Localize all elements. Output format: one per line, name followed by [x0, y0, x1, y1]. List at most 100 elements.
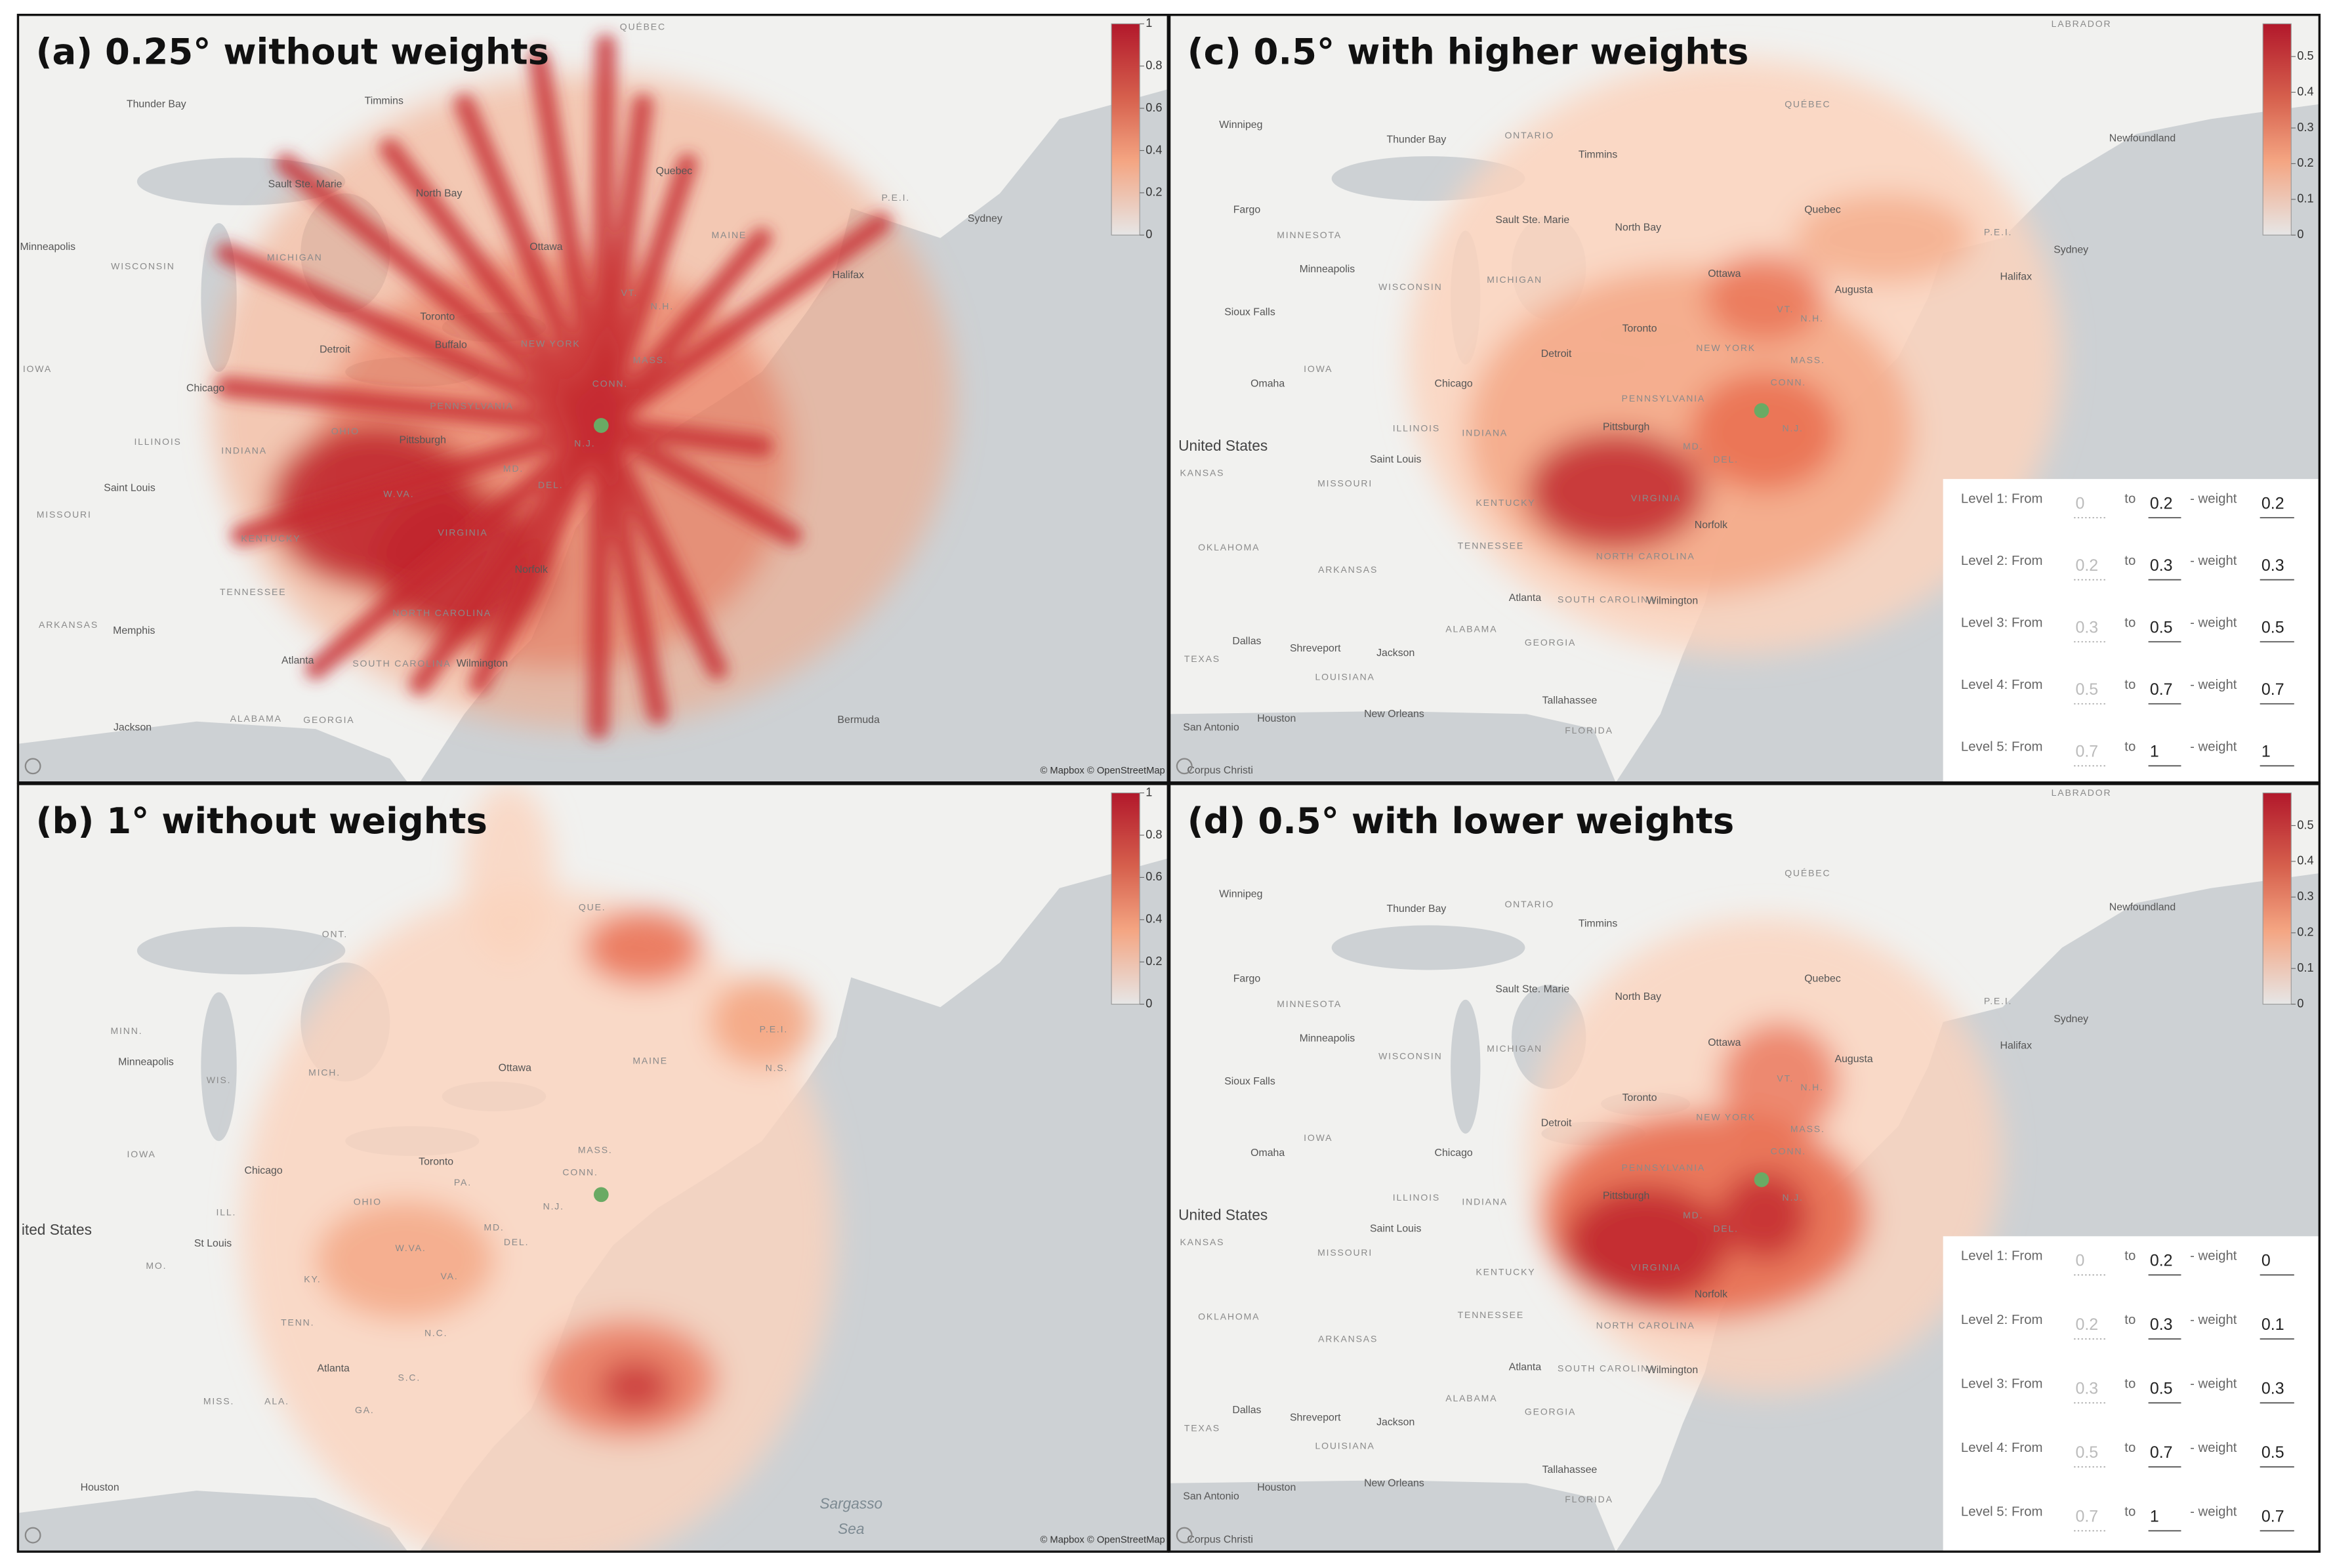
map-label: Houston [1257, 713, 1296, 724]
map-label: Thunder Bay [127, 98, 186, 110]
map-label: MICH. [308, 1067, 341, 1077]
level-label: Level 3: From [1961, 1377, 2043, 1392]
to-label: to [2124, 554, 2136, 568]
map-label: LOUISIANA [1315, 671, 1374, 682]
map-label: Houston [1257, 1482, 1296, 1493]
from-value: 0.5 [2075, 680, 2098, 699]
map-label: Timmins [365, 96, 403, 107]
colorbar [1111, 23, 1140, 236]
map-label: TENNESSEE [1458, 1310, 1524, 1320]
map-label: Saint Louis [104, 482, 155, 493]
weight-value[interactable]: 0.3 [2261, 556, 2284, 575]
panel-border [1168, 783, 2321, 1553]
colorbar-tick-label: 0.6 [1146, 870, 1162, 883]
to-value[interactable]: 0.7 [2150, 1443, 2173, 1462]
panel-title: (d) 0.5° with lower weights [1187, 800, 1735, 842]
map-label: MASS. [1790, 1124, 1825, 1134]
colorbar-tick-label: 0 [1146, 997, 1152, 1010]
map-label: N.J. [543, 1201, 564, 1212]
map-label: MO. [146, 1260, 167, 1271]
weight-value[interactable]: 0.7 [2261, 1508, 2284, 1526]
heat-blob [1526, 431, 1705, 550]
map-label: GEORGIA [1525, 637, 1576, 648]
map-label: Tallahassee [1542, 1464, 1598, 1475]
mapbox-logo [1176, 758, 1193, 775]
level-label: Level 2: From [1961, 554, 2043, 568]
map-label: Detroit [1541, 348, 1572, 360]
map-label: Norfolk [515, 564, 548, 575]
to-value[interactable]: 0.3 [2150, 1315, 2173, 1334]
map-label: Norfolk [1695, 520, 1727, 531]
map-label: Memphis [113, 625, 155, 636]
map-label: Augusta [1835, 285, 1873, 296]
map-label: Halifax [2000, 1041, 2033, 1052]
to-value[interactable]: 0.3 [2150, 556, 2173, 575]
heat-streak [590, 213, 892, 436]
map-label: N.J. [574, 438, 595, 448]
heat-streak [590, 93, 653, 436]
to-value[interactable]: 0.5 [2150, 1380, 2173, 1398]
map-label: Minneapolis [1300, 264, 1355, 275]
map-label: Quebec [1804, 974, 1841, 985]
map-label: Pittsburgh [1603, 421, 1649, 432]
to-value[interactable]: 0.2 [2150, 1252, 2173, 1270]
map-label: NORTH CAROLINA [1596, 1320, 1695, 1331]
map-label: New Orleans [1364, 709, 1424, 720]
weight-label: - weight [2190, 554, 2237, 568]
map-label: Jackson [1376, 648, 1414, 659]
to-value[interactable]: 0.7 [2150, 680, 2173, 699]
weight-label: - weight [2190, 1249, 2237, 1264]
map-label: S.C. [398, 1372, 421, 1382]
map-label: TENNESSEE [220, 587, 286, 597]
map-label: W.VA. [396, 1243, 426, 1253]
map-label: N.H. [1800, 1082, 1823, 1092]
map-label: North Bay [1615, 222, 1662, 233]
heat-streak [379, 138, 612, 436]
weight-value[interactable]: 0.1 [2261, 1315, 2284, 1334]
from-value: 0.2 [2075, 556, 2098, 575]
map-label: KANSAS [1180, 468, 1224, 478]
map-label: San Antonio [1183, 722, 1239, 733]
map-label: MISSOURI [1317, 478, 1373, 488]
mapbox-logo [24, 758, 41, 775]
map-label: United States [1178, 437, 1268, 454]
map-label: WIS. [207, 1075, 232, 1085]
weight-value[interactable]: 0.5 [2261, 619, 2284, 637]
map-label: North Bay [1615, 991, 1662, 1002]
attribution: © Mapbox © OpenStreetMap [1040, 766, 1165, 776]
map-label: Quebec [656, 165, 693, 176]
map-label: MISSOURI [1317, 1247, 1373, 1258]
level-label: Level 5: From [1961, 1505, 2043, 1519]
weight-value[interactable]: 1 [2261, 743, 2271, 761]
heat-streaks [216, 34, 892, 739]
colorbar-tick-label: 0 [2297, 228, 2303, 241]
map-label: IOWA [1304, 363, 1332, 374]
to-value[interactable]: 1 [2150, 1508, 2159, 1526]
heat-blob [315, 1200, 495, 1320]
weight-value[interactable]: 0.2 [2261, 495, 2284, 513]
map-label: Sea [838, 1520, 864, 1537]
heat-streak [590, 415, 773, 457]
weight-value[interactable]: 0.7 [2261, 680, 2284, 699]
level-label: Level 1: From [1961, 1249, 2043, 1264]
map-label: CONN. [562, 1166, 598, 1177]
map-label: Timmins [1579, 149, 1617, 160]
map-label: Dallas [1232, 636, 1261, 647]
lake [1331, 925, 1525, 970]
heatmap [1407, 59, 2063, 655]
map-label: MICHIGAN [1487, 274, 1542, 285]
map-label: Toronto [1622, 1092, 1657, 1104]
map-label: INDIANA [1462, 1197, 1508, 1207]
to-value[interactable]: 0.2 [2150, 495, 2173, 513]
weight-value[interactable]: 0.3 [2261, 1380, 2284, 1398]
to-value[interactable]: 0.5 [2150, 619, 2173, 637]
map-label: Augusta [1835, 1054, 1873, 1065]
weight-value[interactable]: 0 [2261, 1252, 2271, 1270]
to-label: to [2124, 1377, 2136, 1392]
weight-value[interactable]: 0.5 [2261, 1443, 2284, 1462]
map-label: MAINE [712, 230, 747, 240]
level-label: Level 2: From [1961, 1313, 2043, 1327]
to-value[interactable]: 1 [2150, 743, 2159, 761]
map-label: ALABAMA [1445, 624, 1497, 634]
map-label: P.E.I. [760, 1024, 788, 1035]
